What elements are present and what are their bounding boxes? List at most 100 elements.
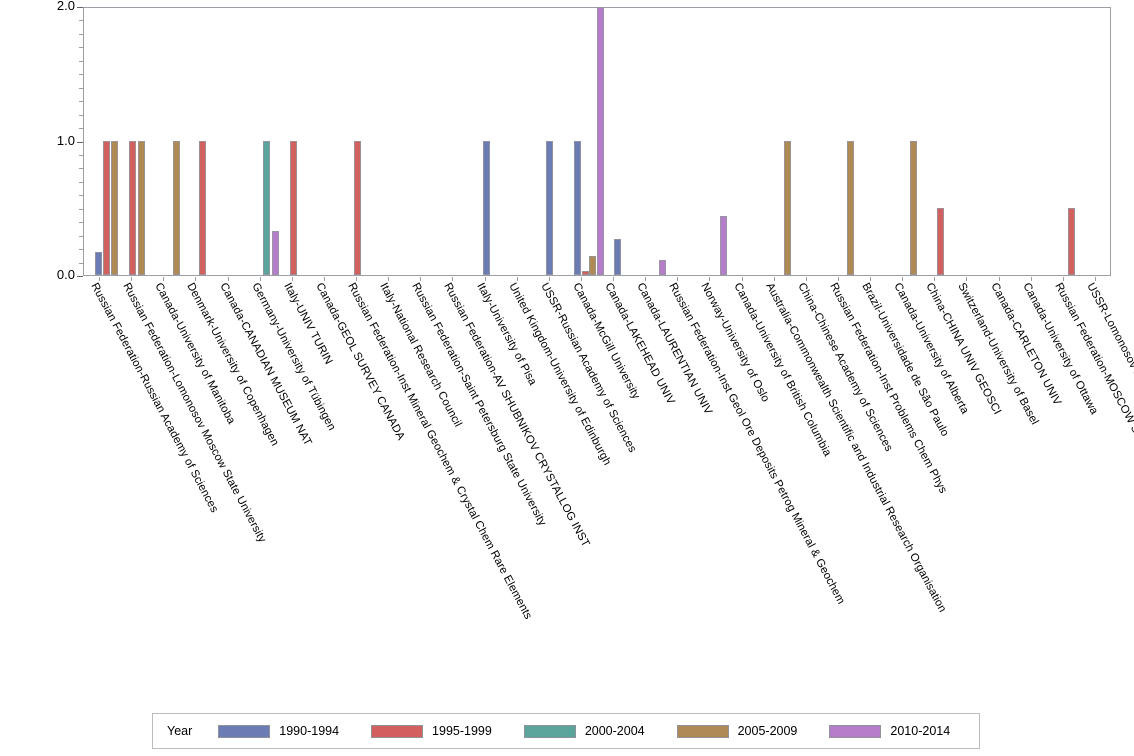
legend-label: 1990-1994 xyxy=(279,724,340,738)
x-tick xyxy=(356,277,358,281)
x-tick xyxy=(613,277,615,281)
y-tick-minor xyxy=(79,60,83,62)
legend-label: 1995-1999 xyxy=(432,724,492,738)
y-tick-minor xyxy=(79,208,83,210)
y-tick-minor xyxy=(79,114,83,116)
x-tick-label: Italy-University of Pisa xyxy=(473,281,539,388)
x-axis-labels: Russian Federation-Russian Academy of Sc… xyxy=(83,277,1134,697)
x-tick xyxy=(323,277,325,281)
bar xyxy=(290,140,297,275)
y-tick-minor xyxy=(79,154,83,156)
legend-entry[interactable]: 1990-1994 xyxy=(218,724,339,738)
x-tick xyxy=(1094,277,1096,281)
bar xyxy=(173,140,180,275)
x-tick xyxy=(163,277,165,281)
legend-swatch xyxy=(371,724,424,738)
bar xyxy=(354,140,361,275)
legend-items: 1990-1994 1995-1999 2000-2004 2005-2009 2010… xyxy=(218,724,982,738)
x-tick xyxy=(291,277,293,281)
y-tick-minor xyxy=(79,235,83,237)
legend-title: Year xyxy=(167,724,193,738)
x-tick xyxy=(645,277,647,281)
legend-label: 2010-2014 xyxy=(890,724,951,738)
legend-swatch xyxy=(829,724,882,738)
x-tick xyxy=(870,277,872,281)
x-tick xyxy=(484,277,486,281)
bars-layer xyxy=(84,7,1110,275)
bar xyxy=(1068,207,1075,275)
bar xyxy=(614,238,621,275)
x-tick xyxy=(516,277,518,281)
x-tick xyxy=(934,277,936,281)
plot-area xyxy=(83,7,1111,276)
x-tick xyxy=(227,277,229,281)
x-tick-label: Russian Federation-MOSCOW STATE UNIV xyxy=(1052,281,1134,487)
legend-swatch xyxy=(218,724,271,738)
x-tick xyxy=(805,277,807,281)
bar xyxy=(272,230,279,275)
bar xyxy=(574,140,581,275)
bar xyxy=(129,140,136,275)
x-tick-label: Russian Federation-Inst Problems Chem Ph… xyxy=(827,281,949,496)
bar xyxy=(582,270,589,275)
bar xyxy=(263,140,270,275)
y-tick-minor xyxy=(79,181,83,183)
y-tick-minor xyxy=(79,262,83,264)
legend-entry[interactable]: 2005-2009 xyxy=(676,724,798,738)
x-tick xyxy=(195,277,197,281)
x-tick xyxy=(966,277,968,281)
legend-swatch xyxy=(676,724,729,738)
bar xyxy=(784,140,791,275)
legend-entry[interactable]: 1995-1999 xyxy=(371,724,492,738)
bar xyxy=(589,256,596,275)
bar xyxy=(199,140,206,275)
bar xyxy=(720,215,727,275)
y-tick-minor xyxy=(79,195,83,197)
y-tick-minor xyxy=(79,222,83,224)
y-tick-label: 1.0 xyxy=(56,132,75,148)
x-tick xyxy=(741,277,743,281)
legend-label: 2000-2004 xyxy=(584,724,645,738)
bar xyxy=(659,260,666,275)
bar xyxy=(483,140,490,275)
bar xyxy=(138,140,145,275)
legend-entry[interactable]: 2010-2014 xyxy=(829,724,950,738)
legend-label: 2005-2009 xyxy=(737,724,798,738)
x-tick xyxy=(773,277,775,281)
y-tick-major xyxy=(77,276,83,277)
y-tick-minor xyxy=(79,74,83,76)
x-tick xyxy=(388,277,390,281)
x-tick xyxy=(99,277,101,281)
bar xyxy=(103,140,110,275)
bar xyxy=(111,140,118,275)
y-tick-minor xyxy=(79,128,83,130)
y-tick-label: 0.0 xyxy=(56,267,75,282)
y-tick-minor xyxy=(79,249,83,251)
x-tick xyxy=(259,277,261,281)
x-tick xyxy=(998,277,1000,281)
legend-swatch xyxy=(523,724,576,738)
x-tick xyxy=(1030,277,1032,281)
x-tick xyxy=(837,277,839,281)
x-tick xyxy=(131,277,133,281)
legend: Year 1990-1994 1995-1999 2000-2004 2005-200… xyxy=(152,713,980,749)
bar xyxy=(910,140,917,275)
y-tick-major xyxy=(77,7,83,8)
y-tick-minor xyxy=(79,87,83,89)
x-tick xyxy=(548,277,550,281)
y-tick-label: 2.0 xyxy=(56,0,75,13)
y-tick-minor xyxy=(79,20,83,22)
x-tick xyxy=(420,277,422,281)
x-tick xyxy=(677,277,679,281)
y-tick-minor xyxy=(79,168,83,170)
y-tick-minor xyxy=(79,47,83,49)
x-tick xyxy=(709,277,711,281)
bar xyxy=(546,140,553,275)
legend-entry[interactable]: 2000-2004 xyxy=(523,724,645,738)
bar xyxy=(937,207,944,275)
y-tick-major xyxy=(77,141,83,143)
bar xyxy=(95,252,102,275)
x-tick xyxy=(902,277,904,281)
y-tick-minor xyxy=(79,33,83,35)
